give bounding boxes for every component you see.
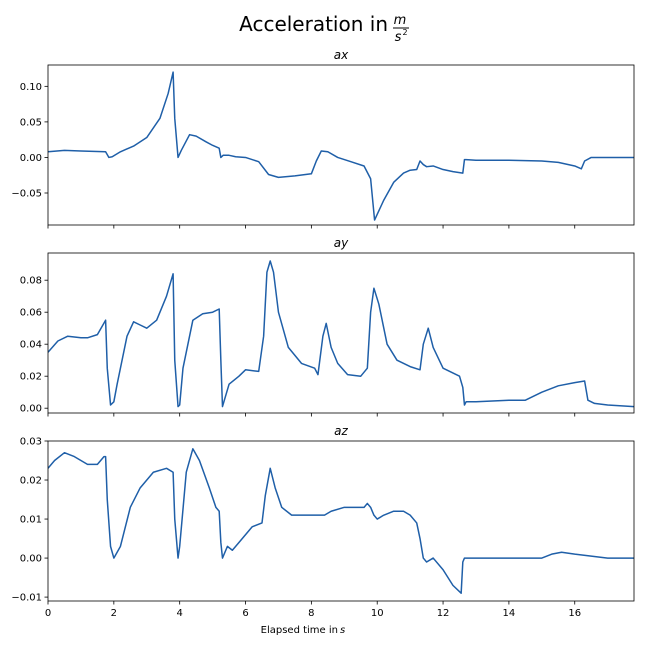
x-tick-label: 2 bbox=[111, 608, 117, 619]
figure-title: Acceleration in m s 2 bbox=[239, 12, 409, 45]
y-tick-label: 0.03 bbox=[20, 437, 42, 448]
series-line-ax bbox=[48, 71, 634, 221]
x-axis-label-text: Elapsed time in bbox=[261, 625, 338, 636]
axes-frame bbox=[47, 64, 635, 226]
y-tick-label: 0.04 bbox=[20, 340, 42, 351]
x-tick-label: 8 bbox=[308, 608, 314, 619]
y-tick-label: 0.00 bbox=[20, 404, 42, 415]
y-tick-label: 0.00 bbox=[20, 554, 42, 565]
x-tick-label: 12 bbox=[437, 608, 450, 619]
subplots: ax −0.05 0.00 0.05 0.10 ay 0.00 0.02 0.04 0.06 0.0… bbox=[11, 48, 635, 619]
subplot-ax: ax −0.05 0.00 0.05 0.10 bbox=[11, 48, 635, 229]
y-tick-label: −0.05 bbox=[11, 189, 42, 200]
x-tick-label: 10 bbox=[371, 608, 384, 619]
x-tick-label: 0 bbox=[45, 608, 51, 619]
axes-frame bbox=[47, 252, 635, 414]
y-tick-label: 0.06 bbox=[20, 308, 42, 319]
x-axis-label-unit: s bbox=[340, 625, 345, 636]
y-tick-label: 0.02 bbox=[20, 476, 42, 487]
x-axis-label: Elapsed time in s bbox=[261, 625, 346, 636]
x-tick-label: 4 bbox=[176, 608, 182, 619]
y-tick-label: 0.02 bbox=[20, 372, 42, 383]
y-tick-label: 0.10 bbox=[20, 82, 42, 93]
subplot-ay: ay 0.00 0.02 0.04 0.06 0.08 bbox=[20, 236, 635, 417]
x-tick-label: 16 bbox=[568, 608, 581, 619]
x-tick-label: 6 bbox=[242, 608, 248, 619]
y-tick-label: 0.01 bbox=[20, 515, 42, 526]
subplot-title: ax bbox=[334, 48, 349, 62]
figure-title-text: Acceleration in bbox=[239, 12, 388, 36]
figure-title-unit-exponent: 2 bbox=[402, 28, 407, 37]
subplot-az: az −0.01 0.00 0.01 0.02 0.03 0 2 4 6 8 10 12 14 16 bbox=[11, 424, 635, 619]
axes-frame bbox=[47, 440, 635, 602]
figure-title-unit-denominator: s bbox=[395, 30, 402, 45]
series-line-ay bbox=[48, 260, 634, 408]
figure-title-unit-numerator: m bbox=[394, 13, 407, 28]
subplot-title: ay bbox=[334, 236, 349, 250]
y-tick-label: 0.05 bbox=[20, 117, 42, 128]
series-line-az bbox=[48, 448, 634, 594]
y-tick-label: 0.08 bbox=[20, 276, 42, 287]
y-tick-label: −0.01 bbox=[11, 593, 42, 604]
subplot-title: az bbox=[334, 424, 348, 438]
y-tick-label: 0.00 bbox=[20, 153, 42, 164]
x-tick-label: 14 bbox=[503, 608, 516, 619]
